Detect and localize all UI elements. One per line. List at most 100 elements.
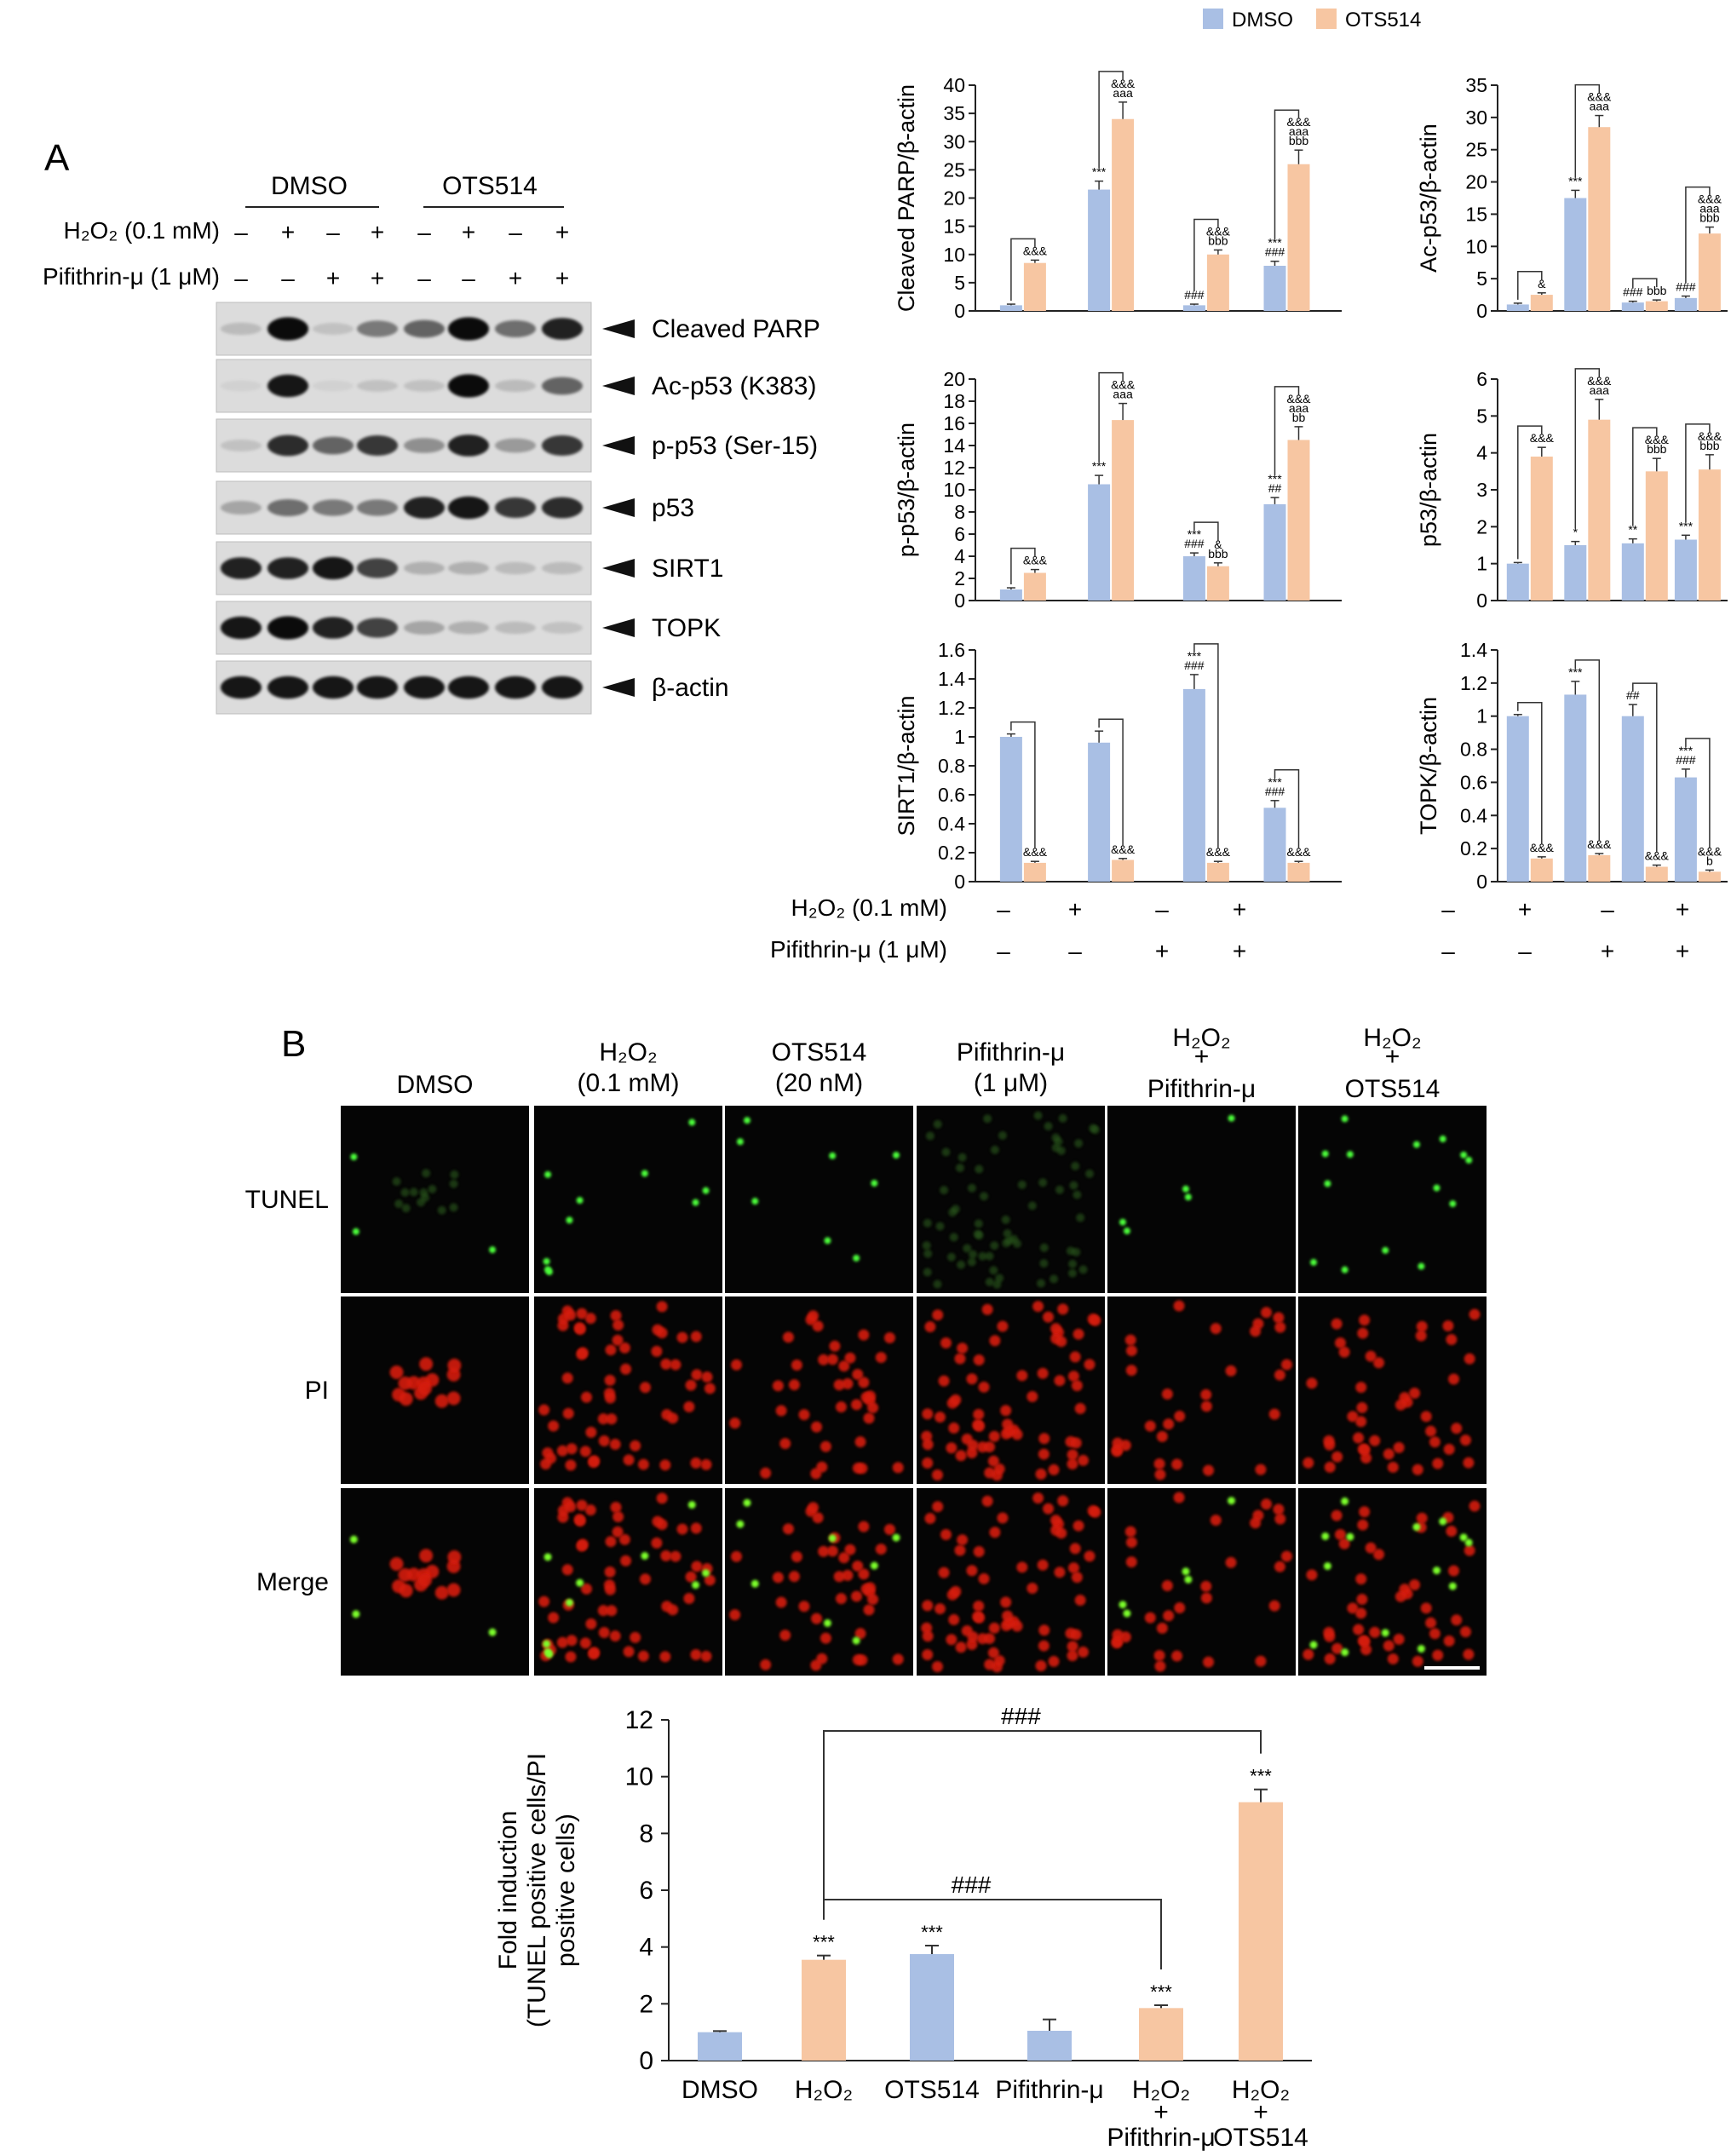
- blot-band: [404, 319, 445, 338]
- pi-cell: [609, 1439, 621, 1451]
- significance-label: &&&: [1286, 845, 1311, 859]
- y-tick-label: 35: [943, 102, 965, 124]
- pi-cell: [1338, 1538, 1350, 1549]
- pi-cell: [606, 1413, 618, 1425]
- blot-band: [448, 561, 489, 575]
- pi-cell: [538, 1595, 550, 1607]
- pi-cell: [562, 1407, 574, 1419]
- significance-label: aaa: [1289, 401, 1309, 415]
- blot-label: SIRT1: [652, 555, 723, 583]
- tunel-cell: [983, 1114, 992, 1124]
- pi-cell: [676, 1331, 688, 1343]
- pi-cell: [921, 1622, 933, 1634]
- blot-arrow-icon: [602, 377, 635, 395]
- pi-cell: [1451, 1423, 1463, 1434]
- blot-row1-sign: –: [509, 219, 522, 245]
- bar: [1506, 563, 1529, 601]
- chart-treatment-labels: H₂O₂ (0.1 mM) Pifithrin-μ (1 μM) – – + – – + +…: [770, 894, 1689, 964]
- tunel-cell: [1071, 1161, 1080, 1170]
- microscopy-image-background: [1107, 1106, 1296, 1293]
- y-tick-label: 4: [954, 545, 965, 567]
- chart-row1-label: H₂O₂ (0.1 mM): [791, 894, 947, 921]
- blot-band: [221, 501, 262, 515]
- tunel-positive-cell: [576, 1197, 584, 1204]
- blot-band: [313, 436, 354, 455]
- merge-positive-cell: [1228, 1497, 1236, 1505]
- pi-cell: [1210, 1515, 1222, 1526]
- pi-cell: [1078, 1646, 1090, 1658]
- merge-positive-cell: [736, 1520, 745, 1528]
- blot-strip: β-actin: [216, 660, 729, 715]
- tunel-positive-cell: [544, 1266, 552, 1273]
- merge-positive-cell: [543, 1553, 552, 1561]
- merge-positive-cell: [1321, 1532, 1330, 1540]
- pi-cell: [782, 1523, 794, 1535]
- pi-cell: [660, 1549, 672, 1561]
- pi-cell: [691, 1561, 703, 1572]
- pi-cell: [892, 1462, 904, 1474]
- pi-cell: [931, 1661, 943, 1673]
- pi-cell: [955, 1641, 967, 1653]
- y-tick-label: 2: [639, 1990, 653, 2018]
- pi-cell: [954, 1353, 966, 1365]
- blot-arrow-icon: [602, 678, 635, 697]
- merge-positive-cell: [1119, 1601, 1127, 1609]
- blot-band: [495, 561, 536, 575]
- bar: [1674, 777, 1697, 882]
- pi-cell: [1078, 1454, 1090, 1466]
- merge-positive-cell: [692, 1581, 700, 1590]
- blot-band: [404, 621, 445, 635]
- microscopy-image-background: [341, 1296, 529, 1484]
- y-tick-label: 10: [943, 479, 965, 501]
- pi-cell: [1002, 1610, 1014, 1622]
- bar: [1112, 860, 1135, 882]
- pi-cell: [574, 1515, 586, 1527]
- pi-cell: [639, 1382, 651, 1394]
- pi-cell: [1067, 1641, 1078, 1653]
- tunel-positive-cell: [1433, 1184, 1441, 1192]
- tunel-cell: [1013, 1239, 1022, 1249]
- tunel-cell: [1069, 1181, 1078, 1190]
- pi-cell: [981, 1303, 993, 1315]
- pi-cell: [993, 1463, 1005, 1475]
- pi-cell: [1464, 1544, 1475, 1556]
- tunel-cell: [1017, 1180, 1027, 1189]
- tunel-cell: [923, 1249, 933, 1258]
- pi-cell: [576, 1540, 588, 1552]
- y-tick-label: 1: [1476, 705, 1487, 727]
- pi-cell: [811, 1613, 823, 1624]
- microscopy-column-header: H₂O₂ (0.1 mM): [578, 1038, 680, 1097]
- pi-cell: [826, 1545, 838, 1557]
- bracket-label: ###: [952, 1871, 992, 1898]
- pi-cell: [548, 1420, 560, 1432]
- significance-label: ##: [1268, 481, 1282, 495]
- pi-cell: [940, 1529, 952, 1541]
- bar: [1263, 266, 1286, 311]
- pi-cell: [1071, 1572, 1083, 1584]
- microscopy-image: [917, 1488, 1105, 1676]
- pi-cell: [605, 1344, 617, 1356]
- pi-cell: [1334, 1528, 1346, 1540]
- blot-arrow-icon: [602, 436, 635, 455]
- pi-cell: [1074, 1595, 1086, 1607]
- pi-cell: [1331, 1509, 1343, 1521]
- tunel-positive-cell: [893, 1152, 900, 1159]
- pi-cell: [863, 1604, 875, 1616]
- pi-cell: [851, 1399, 863, 1411]
- pi-cell: [1306, 1569, 1318, 1581]
- pi-cell: [623, 1646, 635, 1658]
- pi-cell: [1210, 1323, 1222, 1335]
- pi-cell: [561, 1372, 573, 1384]
- bar: [1674, 539, 1697, 601]
- merge-positive-cell: [743, 1498, 751, 1507]
- chart-row2-sign: +: [1233, 938, 1246, 964]
- y-tick-label: 12: [943, 457, 965, 479]
- significance-label: ***: [1150, 1981, 1172, 2003]
- comparison-bracket: [1098, 718, 1124, 846]
- panel-a-letter: A: [44, 137, 70, 179]
- merge-positive-cell: [1459, 1533, 1468, 1542]
- blot-band: [313, 323, 354, 335]
- tunel-cell: [963, 1244, 972, 1253]
